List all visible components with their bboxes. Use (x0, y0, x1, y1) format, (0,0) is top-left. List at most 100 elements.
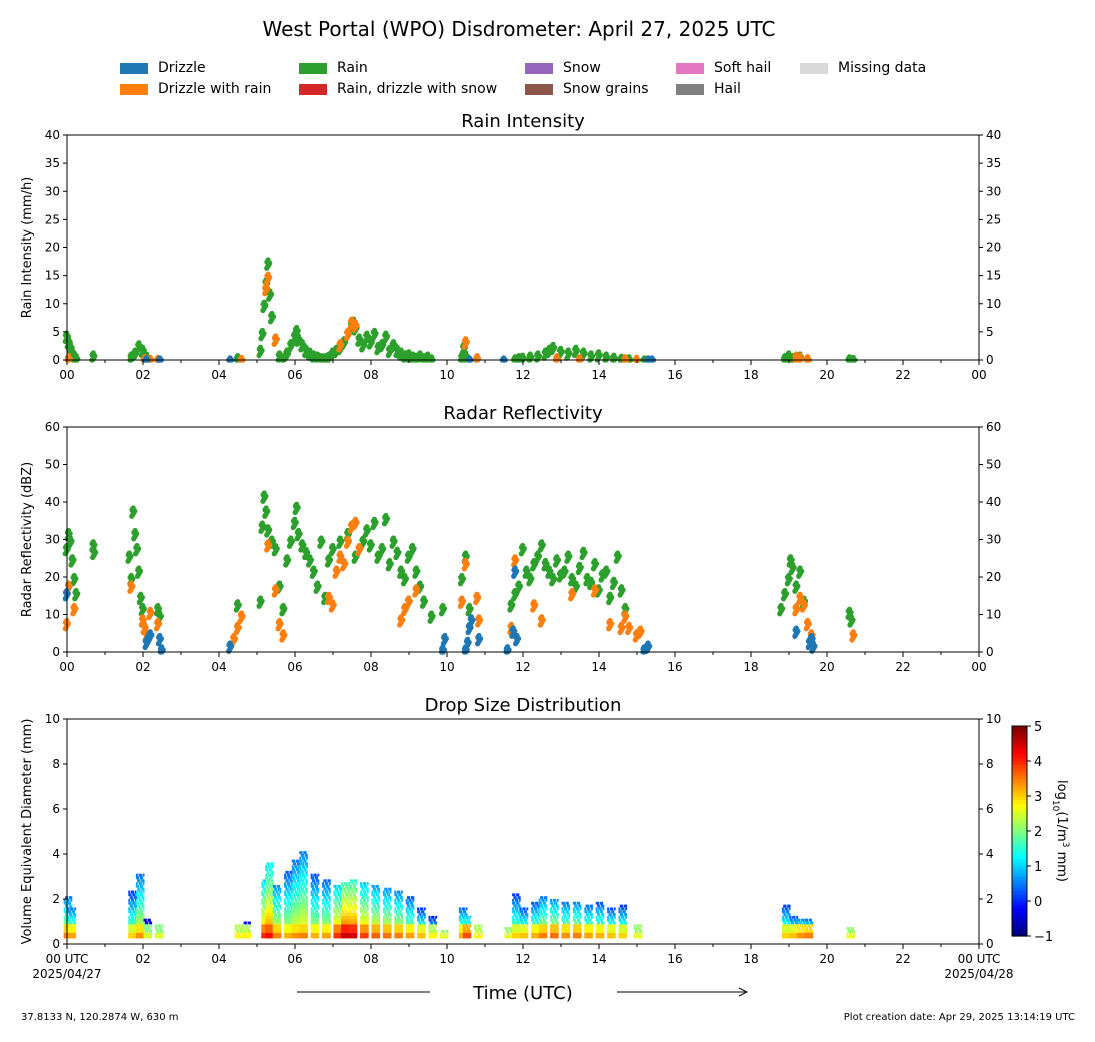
dsd-cell (408, 913, 411, 916)
dsd-cell (267, 887, 270, 891)
dsd-cell (360, 890, 363, 894)
y-tick-label-right: 5 (986, 325, 994, 339)
data-point (288, 535, 294, 541)
dsd-cell (314, 890, 317, 894)
dsd-cell (67, 907, 70, 911)
data-point (140, 614, 146, 620)
dsd-cell (139, 873, 142, 877)
data-point (128, 580, 134, 586)
dsd-cell (142, 915, 145, 919)
dsd-cell (389, 907, 392, 911)
data-point (417, 580, 423, 586)
dsd-cell (305, 932, 308, 936)
data-point (155, 617, 161, 624)
data-point (649, 355, 655, 361)
dsd-cell (366, 927, 369, 930)
dsd-cell (305, 899, 308, 902)
dsd-cell (74, 913, 77, 916)
dsd-cell (389, 887, 392, 891)
dsd-cell (351, 879, 354, 883)
data-point (850, 354, 856, 360)
dsd-cell (294, 896, 297, 899)
dsd-cell (326, 882, 329, 885)
dsd-cell (362, 896, 365, 899)
dsd-cell (288, 873, 291, 877)
dsd-cell (265, 873, 268, 877)
dsd-cell (133, 893, 136, 897)
dsd-cell (355, 921, 358, 925)
dsd-cell (68, 901, 71, 905)
dsd-cell (385, 913, 388, 916)
dsd-cell (388, 901, 391, 905)
dsd-cell (263, 896, 266, 899)
dsd-cell (366, 887, 369, 891)
dsd-cell (347, 904, 350, 908)
dsd-cell (275, 913, 278, 916)
dsd-cell (366, 882, 369, 885)
dsd-cell (366, 915, 369, 919)
data-point (311, 565, 317, 571)
dsd-cell (312, 901, 315, 905)
dsd-cell (375, 890, 378, 894)
dsd-cell (353, 910, 356, 914)
dsd-cell (305, 913, 308, 916)
x-tick-label: 10 (439, 368, 454, 382)
data-point (141, 621, 148, 627)
dsd-cell (346, 893, 349, 897)
dsd-cell (371, 907, 374, 911)
data-point (295, 333, 302, 339)
dsd-cell (244, 929, 247, 933)
data-point (561, 565, 568, 571)
x-tick-label: 00 (59, 660, 74, 674)
dsd-cell (301, 862, 304, 866)
dsd-cell (317, 890, 320, 894)
dsd-cell (267, 904, 270, 908)
data-point (398, 565, 404, 571)
dsd-column (382, 887, 392, 939)
dsd-cell (395, 901, 398, 905)
data-point (440, 602, 446, 609)
dsd-cell (361, 901, 364, 905)
dsd-cell (352, 882, 355, 885)
dsd-cell (326, 890, 329, 894)
dsd-cell (142, 913, 145, 916)
data-point (413, 584, 419, 590)
dsd-cell (305, 921, 308, 925)
data-point (136, 565, 142, 571)
dsd-cell (137, 884, 140, 888)
dsd-cell (305, 862, 308, 866)
dsd-cell (405, 907, 408, 911)
dsd-cell (298, 887, 301, 891)
dsd-cell (384, 893, 387, 897)
dsd-cell (299, 890, 302, 894)
dsd-cell (150, 935, 153, 939)
dsd-cell (348, 890, 351, 894)
dsd-cell (384, 910, 387, 914)
dsd-cell (374, 904, 377, 908)
dsd-cell (328, 924, 331, 928)
y-tick-label: 10 (45, 297, 60, 311)
dsd-cell (148, 927, 151, 930)
dsd-cell (362, 887, 365, 891)
dsd-cell (374, 887, 377, 891)
dsd-cell (305, 870, 308, 874)
x-tick-label: 02 (135, 368, 150, 382)
dsd-cell (70, 921, 73, 925)
dsd-cell (142, 887, 145, 891)
x-tick-label: 12 (515, 660, 530, 674)
data-point (459, 595, 465, 601)
dsd-cell (378, 899, 381, 902)
data-point (307, 554, 313, 560)
dsd-cell (352, 899, 355, 902)
dsd-cell (139, 882, 142, 885)
dsd-cell (324, 896, 327, 899)
y-tick-label: 40 (45, 128, 60, 142)
dsd-cell (323, 884, 326, 888)
dsd-cell (158, 924, 161, 928)
dsd-cell (405, 915, 408, 919)
dsd-cell (244, 921, 247, 925)
dsd-cell (74, 935, 77, 939)
dsd-cell (312, 893, 315, 897)
data-point (615, 550, 621, 556)
